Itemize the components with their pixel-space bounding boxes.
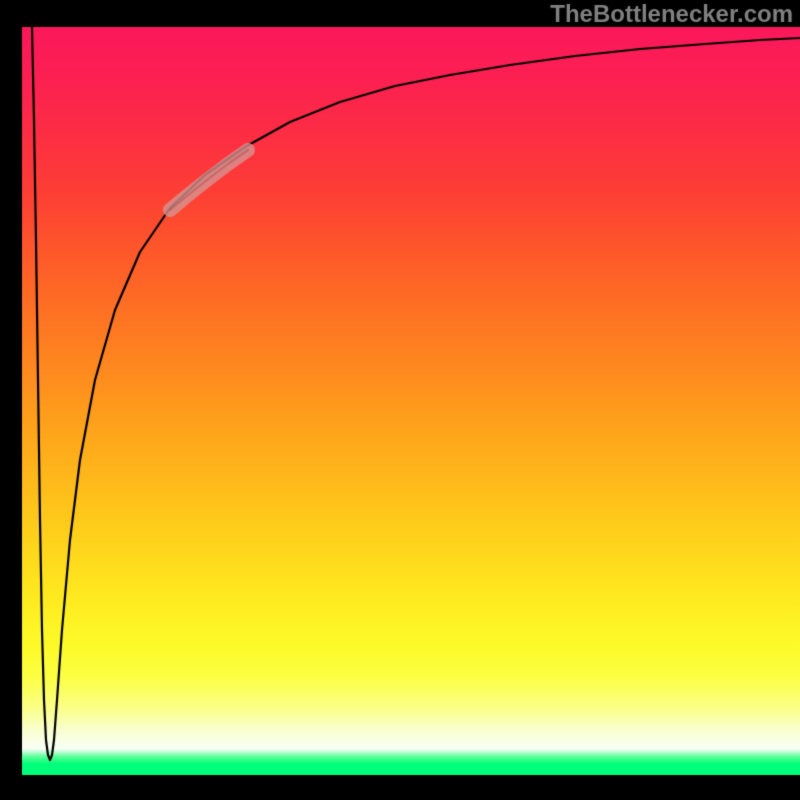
bottleneck-chart <box>0 0 800 800</box>
